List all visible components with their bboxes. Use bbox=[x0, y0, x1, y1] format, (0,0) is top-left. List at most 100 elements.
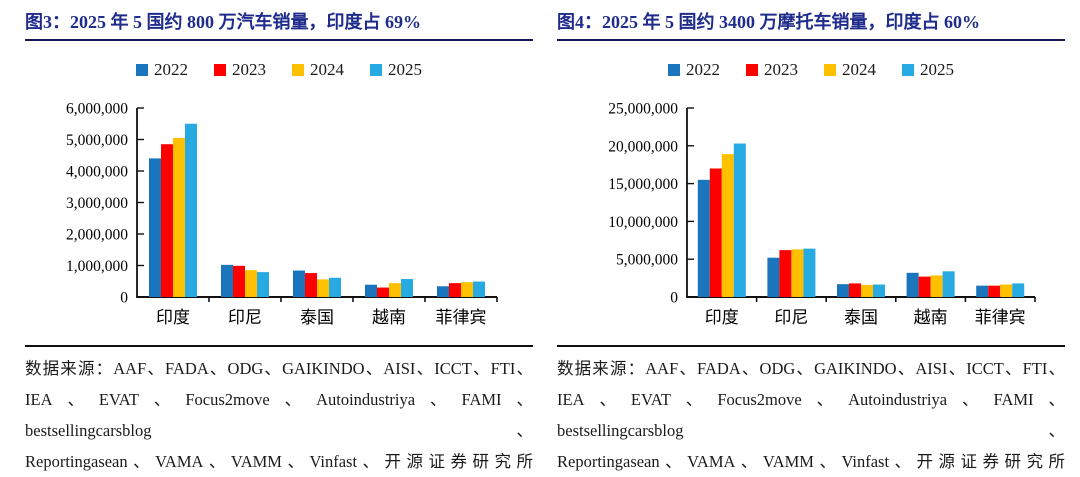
data-source-line: 数据来源：AAF、FADA、ODG、GAIKINDO、AISI、ICCT、FTI… bbox=[25, 359, 533, 378]
car-sales-bar-chart: 0 1,000,000 2,000,000 3,000,000 4,000,000 5,0… bbox=[66, 101, 498, 327]
bar-2025-印尼 bbox=[803, 248, 816, 297]
data-source-line: 数据来源：AAF、FADA、ODG、GAIKINDO、AISI、ICCT、FTI… bbox=[557, 359, 1065, 378]
bar-2025-菲律宾 bbox=[1012, 283, 1025, 297]
legend-item: 2025 bbox=[902, 60, 954, 80]
bar-2023-印度 bbox=[709, 168, 722, 297]
legend-swatch-icon bbox=[136, 64, 148, 76]
legend-swatch-icon bbox=[292, 64, 304, 76]
bar-2024-菲律宾 bbox=[461, 282, 473, 297]
category-label: 印度 bbox=[156, 308, 190, 327]
y-axis-label: 6,000,000 bbox=[66, 101, 128, 118]
data-source-line: Reportingasean、VAMA、VAMM、Vinfast、开源证券研究所 bbox=[25, 452, 533, 471]
legend-label: 2022 bbox=[686, 60, 720, 79]
bar-2025-印度 bbox=[733, 143, 746, 297]
legend-item: 2022 bbox=[668, 60, 720, 80]
y-axis-label: 3,000,000 bbox=[66, 195, 128, 212]
bar-2025-印度 bbox=[185, 123, 197, 297]
bar-2024-印度 bbox=[721, 154, 734, 297]
y-axis-label: 10,000,000 bbox=[608, 214, 678, 231]
category-label: 印尼 bbox=[774, 308, 808, 327]
legend-label: 2024 bbox=[842, 60, 876, 79]
bar-2022-印度 bbox=[697, 179, 710, 297]
bar-2023-越南 bbox=[377, 287, 389, 297]
bar-2025-越南 bbox=[942, 271, 955, 297]
bar-2023-菲律宾 bbox=[988, 285, 1001, 297]
bar-2023-越南 bbox=[918, 276, 931, 297]
bar-2023-印尼 bbox=[779, 250, 792, 297]
legend-swatch-icon bbox=[824, 64, 836, 76]
category-label: 印尼 bbox=[228, 308, 262, 327]
bar-2023-印度 bbox=[161, 144, 173, 297]
bar-2023-印尼 bbox=[233, 265, 245, 297]
legend-item: 2022 bbox=[136, 60, 188, 80]
y-axis-label: 5,000,000 bbox=[66, 132, 128, 149]
bar-2022-越南 bbox=[365, 284, 377, 298]
legend-swatch-icon bbox=[370, 64, 382, 76]
bar-2022-印度 bbox=[149, 158, 161, 297]
chart-legend: 2022 2023 2024 2025 bbox=[557, 59, 1065, 81]
bar-2022-越南 bbox=[906, 272, 919, 297]
bar-2023-菲律宾 bbox=[449, 283, 461, 297]
legend-swatch-icon bbox=[902, 64, 914, 76]
motorcycle-sales-bar-chart: 0 5,000,000 10,000,000 15,000,000 20,000,000… bbox=[608, 101, 1036, 327]
y-axis-label: 1,000,000 bbox=[66, 258, 128, 275]
legend-item: 2023 bbox=[214, 60, 266, 80]
category-label: 越南 bbox=[914, 308, 948, 327]
legend-label: 2022 bbox=[154, 60, 188, 79]
data-source-line: IEA、EVAT、Focus2move、Autoindustriya、FAMI、… bbox=[557, 390, 1065, 440]
figure-title-motorcycles: 图4：2025 年 5 国约 3400 万摩托车销量，印度占 60% bbox=[557, 0, 1065, 41]
bar-2022-菲律宾 bbox=[437, 286, 449, 297]
y-axis-label: 25,000,000 bbox=[608, 101, 678, 118]
category-label: 泰国 bbox=[300, 308, 334, 327]
bar-2025-泰国 bbox=[329, 277, 341, 297]
data-source-motorcycles: 数据来源：AAF、FADA、ODG、GAIKINDO、AISI、ICCT、FTI… bbox=[557, 345, 1065, 477]
bar-2024-越南 bbox=[389, 283, 401, 297]
bar-2022-印尼 bbox=[767, 257, 780, 297]
bar-2024-越南 bbox=[930, 275, 943, 297]
bar-2022-泰国 bbox=[293, 270, 305, 297]
chart-legend: 2022 2023 2024 2025 bbox=[25, 59, 533, 81]
legend-label: 2025 bbox=[388, 60, 422, 79]
legend-swatch-icon bbox=[746, 64, 758, 76]
y-axis-label: 5,000,000 bbox=[616, 252, 678, 269]
bar-2024-印尼 bbox=[245, 270, 257, 297]
legend-swatch-icon bbox=[214, 64, 226, 76]
y-axis-label: 0 bbox=[120, 290, 128, 307]
bar-2024-菲律宾 bbox=[1000, 284, 1013, 297]
bar-2025-泰国 bbox=[873, 284, 885, 297]
bar-2024-泰国 bbox=[317, 279, 329, 297]
bar-2024-印尼 bbox=[791, 249, 804, 297]
bar-2025-印尼 bbox=[257, 272, 269, 297]
figure-panel-motorcycles: 图4：2025 年 5 国约 3400 万摩托车销量，印度占 60% 2022 2… bbox=[557, 0, 1065, 477]
figure-panel-cars: 图3：2025 年 5 国约 800 万汽车销量，印度占 69% 2022 202… bbox=[25, 0, 533, 477]
legend-label: 2025 bbox=[920, 60, 954, 79]
bar-2023-泰国 bbox=[305, 273, 317, 297]
legend-item: 2024 bbox=[824, 60, 876, 80]
bar-2024-印度 bbox=[173, 137, 185, 297]
y-axis-label: 4,000,000 bbox=[66, 164, 128, 181]
category-label: 泰国 bbox=[844, 308, 878, 327]
y-axis-label: 15,000,000 bbox=[608, 176, 678, 193]
y-axis-label: 20,000,000 bbox=[608, 138, 678, 155]
category-label: 菲律宾 bbox=[975, 308, 1026, 327]
legend-swatch-icon bbox=[668, 64, 680, 76]
bar-2024-泰国 bbox=[861, 284, 873, 297]
legend-label: 2023 bbox=[764, 60, 798, 79]
legend-label: 2023 bbox=[232, 60, 266, 79]
legend-item: 2025 bbox=[370, 60, 422, 80]
data-source-cars: 数据来源：AAF、FADA、ODG、GAIKINDO、AISI、ICCT、FTI… bbox=[25, 345, 533, 477]
figure-title-cars: 图3：2025 年 5 国约 800 万汽车销量，印度占 69% bbox=[25, 0, 533, 41]
legend-label: 2024 bbox=[310, 60, 344, 79]
y-axis-label: 2,000,000 bbox=[66, 227, 128, 244]
data-source-line: IEA、EVAT、Focus2move、Autoindustriya、FAMI、… bbox=[25, 390, 533, 440]
bar-2025-菲律宾 bbox=[473, 281, 485, 297]
category-label: 印度 bbox=[705, 308, 739, 327]
y-axis-label: 0 bbox=[670, 290, 678, 307]
bar-2022-泰国 bbox=[837, 284, 849, 297]
bar-2022-菲律宾 bbox=[976, 285, 989, 297]
bar-2025-越南 bbox=[401, 279, 413, 297]
data-source-line: Reportingasean、VAMA、VAMM、Vinfast、开源证券研究所 bbox=[557, 452, 1065, 471]
legend-item: 2023 bbox=[746, 60, 798, 80]
legend-item: 2024 bbox=[292, 60, 344, 80]
